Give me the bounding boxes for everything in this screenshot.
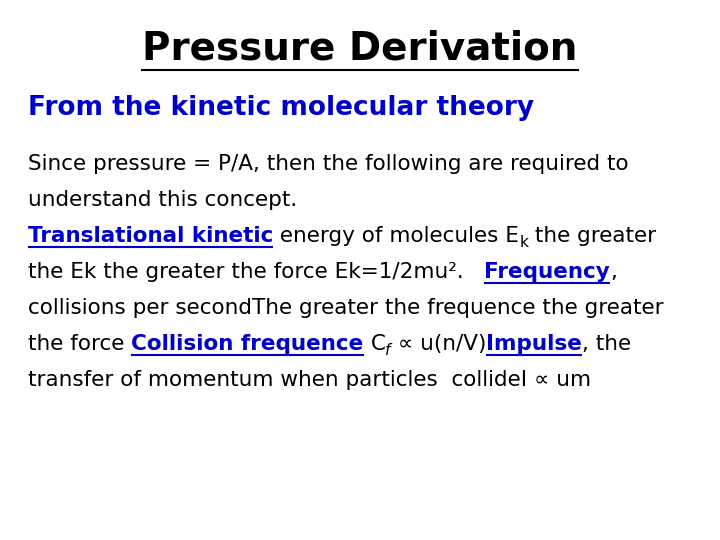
Text: ∝ u(n/V): ∝ u(n/V) bbox=[391, 334, 486, 354]
Text: C: C bbox=[364, 334, 385, 354]
Text: Impulse: Impulse bbox=[486, 334, 582, 354]
Text: ,: , bbox=[610, 262, 617, 282]
Text: Frequency: Frequency bbox=[485, 262, 610, 282]
Text: Translational kinetic: Translational kinetic bbox=[28, 226, 274, 246]
Text: energy of molecules E: energy of molecules E bbox=[274, 226, 519, 246]
Text: the Ek the greater the force Ek=1/2mu².: the Ek the greater the force Ek=1/2mu². bbox=[28, 262, 485, 282]
Text: the force: the force bbox=[28, 334, 131, 354]
Text: Pressure Derivation: Pressure Derivation bbox=[143, 30, 577, 68]
Text: understand this concept.: understand this concept. bbox=[28, 190, 297, 210]
Text: transfer of momentum when particles  collideI ∝ um: transfer of momentum when particles coll… bbox=[28, 370, 591, 390]
Text: Collision frequence: Collision frequence bbox=[131, 334, 364, 354]
Text: the greater: the greater bbox=[528, 226, 657, 246]
Text: collisions per secondThe greater the frequence the greater: collisions per secondThe greater the fre… bbox=[28, 298, 664, 318]
Text: , the: , the bbox=[582, 334, 631, 354]
Text: From the kinetic molecular theory: From the kinetic molecular theory bbox=[28, 95, 534, 121]
Text: f: f bbox=[385, 343, 391, 358]
Text: k: k bbox=[519, 235, 528, 250]
Text: Since pressure = P/A, then the following are required to: Since pressure = P/A, then the following… bbox=[28, 154, 629, 174]
